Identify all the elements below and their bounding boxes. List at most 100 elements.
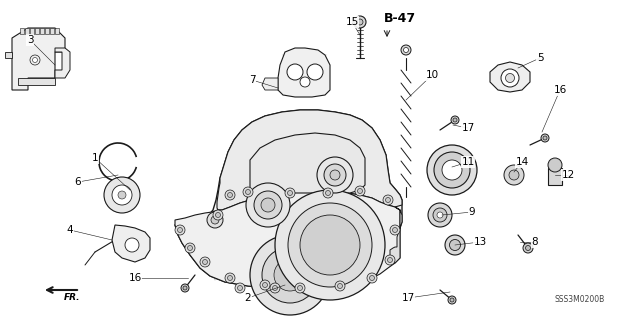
- Circle shape: [330, 170, 340, 180]
- Circle shape: [262, 283, 268, 287]
- Circle shape: [451, 116, 459, 124]
- Circle shape: [369, 276, 374, 280]
- Polygon shape: [20, 28, 24, 34]
- Circle shape: [254, 191, 282, 219]
- Text: 6: 6: [75, 177, 81, 187]
- Circle shape: [453, 118, 457, 122]
- Polygon shape: [35, 28, 39, 34]
- Circle shape: [243, 187, 253, 197]
- Circle shape: [202, 259, 207, 264]
- Circle shape: [298, 286, 303, 291]
- Circle shape: [225, 190, 235, 200]
- Circle shape: [357, 19, 363, 25]
- Circle shape: [543, 136, 547, 140]
- Circle shape: [260, 280, 270, 290]
- Text: 16: 16: [554, 85, 566, 95]
- Text: 1: 1: [92, 153, 99, 163]
- Text: 17: 17: [401, 293, 415, 303]
- Text: 2: 2: [244, 293, 252, 303]
- Circle shape: [250, 235, 330, 315]
- Polygon shape: [25, 28, 29, 34]
- Polygon shape: [55, 48, 70, 78]
- Circle shape: [183, 286, 187, 290]
- Text: 17: 17: [461, 123, 475, 133]
- Circle shape: [523, 243, 533, 253]
- Text: 15: 15: [346, 17, 358, 27]
- Circle shape: [261, 198, 275, 212]
- Circle shape: [118, 191, 126, 199]
- Circle shape: [285, 188, 295, 198]
- Circle shape: [326, 190, 330, 196]
- Circle shape: [262, 247, 318, 303]
- Circle shape: [403, 48, 408, 53]
- Circle shape: [33, 57, 38, 63]
- Text: 5: 5: [537, 53, 543, 63]
- Text: 13: 13: [474, 237, 486, 247]
- Circle shape: [181, 284, 189, 292]
- Circle shape: [317, 157, 353, 193]
- Circle shape: [270, 283, 280, 293]
- Polygon shape: [45, 28, 49, 34]
- Polygon shape: [50, 28, 54, 34]
- Circle shape: [177, 227, 182, 233]
- Circle shape: [434, 152, 470, 188]
- Circle shape: [445, 235, 465, 255]
- Circle shape: [449, 240, 461, 250]
- Polygon shape: [12, 28, 65, 90]
- Polygon shape: [175, 190, 400, 288]
- Circle shape: [175, 225, 185, 235]
- Circle shape: [448, 296, 456, 304]
- Circle shape: [506, 73, 515, 83]
- Circle shape: [287, 190, 292, 196]
- Circle shape: [185, 243, 195, 253]
- Circle shape: [287, 64, 303, 80]
- Circle shape: [385, 197, 390, 203]
- Circle shape: [428, 203, 452, 227]
- Circle shape: [207, 212, 223, 228]
- Text: SSS3M0200B: SSS3M0200B: [555, 295, 605, 305]
- Circle shape: [387, 257, 392, 263]
- Circle shape: [227, 276, 232, 280]
- Circle shape: [295, 283, 305, 293]
- Text: 8: 8: [532, 237, 538, 247]
- Circle shape: [385, 255, 395, 265]
- Circle shape: [383, 195, 393, 205]
- Circle shape: [427, 145, 477, 195]
- Circle shape: [541, 134, 549, 142]
- Polygon shape: [490, 62, 530, 92]
- Circle shape: [509, 170, 519, 180]
- Circle shape: [433, 208, 447, 222]
- Circle shape: [235, 283, 245, 293]
- Circle shape: [501, 69, 519, 87]
- Circle shape: [188, 246, 193, 250]
- Text: FR.: FR.: [64, 293, 80, 302]
- Circle shape: [30, 55, 40, 65]
- Circle shape: [390, 225, 400, 235]
- Circle shape: [112, 185, 132, 205]
- Circle shape: [355, 186, 365, 196]
- Circle shape: [358, 189, 362, 194]
- Circle shape: [300, 215, 360, 275]
- Circle shape: [213, 210, 223, 220]
- Circle shape: [335, 281, 345, 291]
- Circle shape: [367, 273, 377, 283]
- Polygon shape: [250, 133, 365, 193]
- Circle shape: [246, 189, 250, 195]
- Text: 14: 14: [515, 157, 529, 167]
- Circle shape: [200, 257, 210, 267]
- Circle shape: [300, 77, 310, 87]
- Polygon shape: [217, 110, 402, 210]
- Text: 9: 9: [468, 207, 476, 217]
- Text: B-47: B-47: [384, 11, 416, 25]
- Circle shape: [525, 246, 531, 250]
- Circle shape: [237, 286, 243, 291]
- Text: 12: 12: [561, 170, 575, 180]
- Text: 16: 16: [129, 273, 141, 283]
- Circle shape: [273, 286, 278, 291]
- Polygon shape: [30, 28, 34, 34]
- Circle shape: [288, 203, 372, 287]
- Circle shape: [392, 227, 397, 233]
- Circle shape: [246, 183, 290, 227]
- Circle shape: [211, 216, 219, 224]
- Circle shape: [307, 64, 323, 80]
